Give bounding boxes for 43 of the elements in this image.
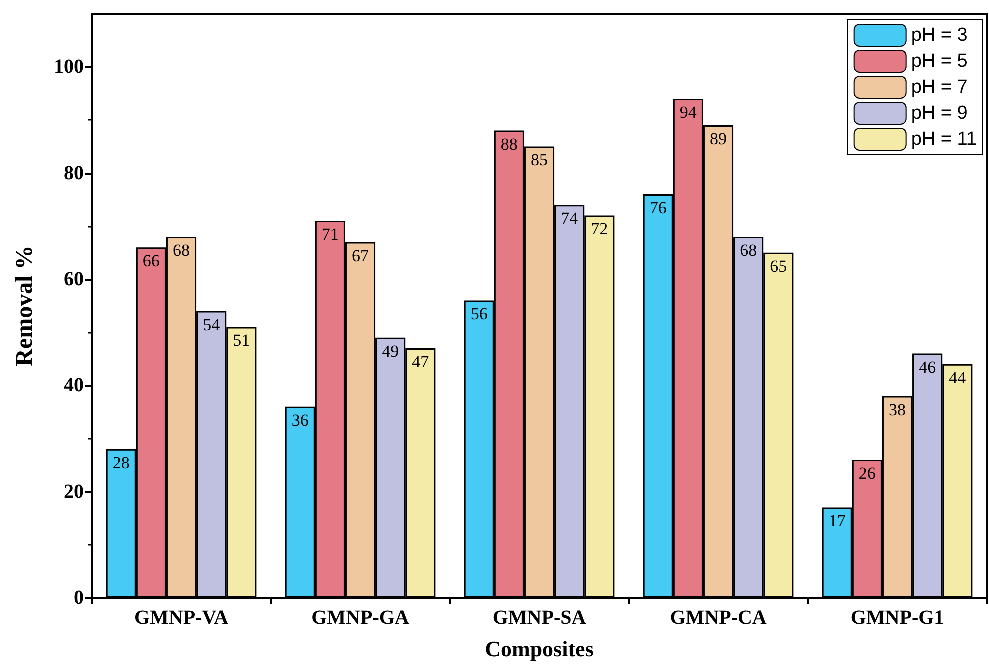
data-label: 72: [591, 220, 608, 239]
legend-label: pH = 3: [911, 25, 968, 46]
legend-label: pH = 11: [911, 129, 978, 150]
data-label: 49: [382, 342, 400, 361]
data-label: 47: [412, 352, 430, 372]
data-label: 65: [770, 256, 788, 276]
y-tick-label: 100: [54, 56, 84, 78]
data-label: 66: [142, 252, 160, 271]
y-tick-label: 40: [64, 374, 84, 397]
data-label: 88: [500, 134, 518, 154]
data-label: 36: [292, 410, 309, 430]
x-tick-label: GMNP-VA: [134, 607, 230, 629]
y-tick-label: 0: [74, 587, 84, 609]
x-tick-label: GMNP-GA: [312, 607, 410, 629]
legend-label: pH = 9: [911, 103, 968, 124]
data-label: 68: [173, 240, 190, 260]
data-label: 17: [828, 512, 846, 531]
data-label: 54: [203, 315, 221, 334]
data-label: 51: [233, 331, 250, 350]
data-label: 94: [680, 102, 698, 122]
y-tick-label: 60: [64, 268, 84, 290]
data-label: 56: [470, 304, 488, 324]
y-tick-label: 80: [64, 162, 84, 184]
x-tick-label: GMNP-CA: [670, 607, 768, 629]
data-label: 44: [949, 368, 967, 388]
data-label: 28: [112, 453, 130, 472]
y-tick-label: 20: [64, 480, 84, 503]
x-axis-title: Composites: [485, 636, 594, 662]
data-label: 68: [740, 240, 758, 260]
data-label: 67: [352, 246, 370, 266]
legend-label: pH = 5: [911, 51, 968, 72]
data-label: 76: [650, 198, 667, 218]
data-label: 89: [710, 129, 727, 148]
data-label: 85: [531, 150, 548, 170]
data-label: 38: [889, 400, 906, 420]
x-tick-label: GMNP-G1: [850, 607, 944, 629]
data-label: 74: [561, 209, 579, 228]
y-axis-title: Removal %: [12, 246, 38, 366]
data-label: 46: [919, 358, 936, 377]
legend-label: pH = 7: [911, 77, 968, 98]
data-label: 26: [858, 464, 876, 483]
data-label: 71: [322, 225, 339, 244]
x-tick-label: GMNP-SA: [492, 607, 587, 629]
